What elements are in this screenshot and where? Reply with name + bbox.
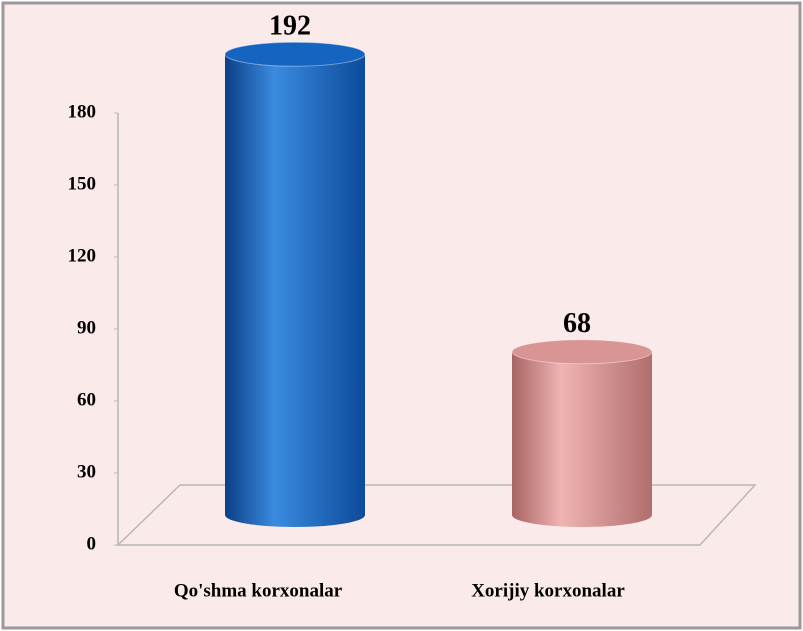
- y-tick-label: 0: [87, 533, 97, 554]
- y-tick-label: 150: [68, 173, 97, 194]
- value-label: 192: [269, 11, 311, 42]
- x-tick-label: Qo'shma korxonalar: [174, 580, 343, 601]
- y-tick-label: 60: [77, 389, 96, 410]
- y-tick-label: 90: [77, 317, 96, 338]
- y-tick-label: 120: [68, 245, 97, 266]
- cylinder-top: [511, 339, 653, 365]
- y-tick-label: 30: [77, 461, 96, 482]
- value-label: 68: [563, 308, 591, 339]
- floor: [116, 484, 757, 546]
- bar: [512, 351, 652, 515]
- cylinder-top: [224, 41, 366, 67]
- x-tick-label: Xorijiy korxonalar: [471, 580, 625, 601]
- y-tick-label: 180: [68, 101, 97, 122]
- bar: [225, 54, 365, 515]
